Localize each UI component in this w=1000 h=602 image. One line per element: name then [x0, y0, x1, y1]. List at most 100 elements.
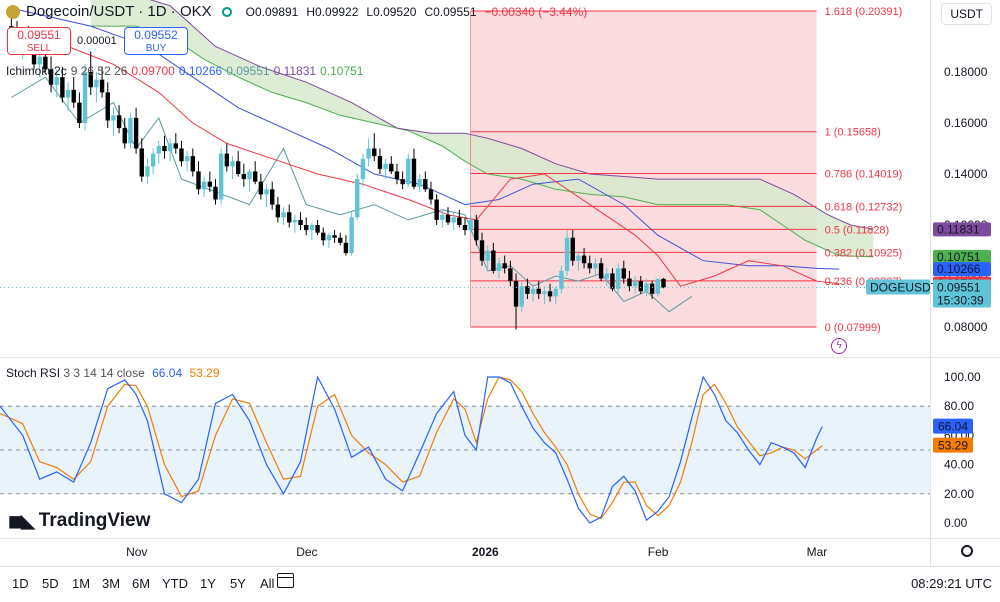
candle	[145, 158, 150, 185]
candle	[661, 278, 666, 289]
candle	[338, 232, 343, 246]
candle	[184, 151, 190, 172]
clock[interactable]: 08:29:21 UTC	[911, 576, 992, 591]
candle-body	[292, 219, 298, 223]
ichimoku-lagging-line	[11, 76, 693, 313]
candle-body	[77, 102, 82, 123]
candle-body	[281, 212, 286, 218]
sell-button[interactable]: 0.09551 SELL	[7, 27, 71, 55]
buy-button[interactable]: 0.09552 BUY	[124, 27, 188, 55]
symbol-legend[interactable]: Dogecoin/USDT · 1D · OKX O0.09891 H0.099…	[6, 3, 587, 20]
candle-body	[519, 286, 524, 307]
lightning-icon[interactable]: ϟ	[831, 338, 847, 354]
candle	[48, 56, 54, 93]
candle-body	[638, 281, 643, 292]
price-tick-label: 0.08000	[944, 320, 988, 334]
candle	[627, 270, 632, 292]
range-button-1m[interactable]: 1M	[72, 576, 91, 591]
range-button-5y[interactable]: 5Y	[230, 576, 246, 591]
candle-body	[479, 240, 485, 261]
ichimoku-cloud	[90, 0, 874, 257]
candle	[162, 135, 167, 159]
range-button-5d[interactable]: 5D	[42, 576, 59, 591]
candle-body	[264, 189, 269, 195]
range-button-6m[interactable]: 6M	[132, 576, 151, 591]
candle-body	[54, 77, 59, 85]
candle	[71, 77, 76, 108]
candle	[235, 151, 241, 177]
ichimoku-span-b	[149, 0, 874, 230]
candle-body	[372, 148, 377, 157]
symbol-tag	[866, 279, 930, 295]
candle-body	[298, 219, 303, 225]
candle-body	[304, 225, 309, 231]
range-button-3m[interactable]: 3M	[102, 576, 121, 591]
range-button-ytd[interactable]: YTD	[162, 576, 188, 591]
candle	[638, 276, 643, 294]
candle	[343, 235, 349, 256]
candle-body	[48, 69, 54, 85]
stoch-k-tag-text: 66.04	[938, 420, 968, 434]
candle	[400, 171, 405, 190]
candle-body	[88, 72, 93, 88]
candle-body	[287, 212, 292, 223]
candle	[383, 158, 388, 180]
candle-body	[417, 179, 422, 187]
range-button-all[interactable]: All	[260, 576, 275, 591]
candle-body	[71, 89, 76, 103]
candle	[394, 163, 400, 185]
currency-button[interactable]: USDT	[941, 3, 992, 25]
candle	[479, 232, 485, 266]
candle	[269, 181, 275, 210]
symbol-title[interactable]: Dogecoin/USDT · 1D · OKX	[26, 3, 212, 20]
candle	[275, 196, 281, 223]
candle-body	[377, 156, 383, 169]
range-button-1y[interactable]: 1Y	[200, 576, 216, 591]
range-button-1d[interactable]: 1D	[12, 576, 29, 591]
candle	[457, 209, 462, 228]
fib-label: 0.382 (0.10925)	[825, 247, 903, 259]
candle	[304, 217, 309, 236]
stoch-tick-label: 80.00	[944, 399, 974, 413]
candle-body	[564, 237, 570, 271]
candle-body	[99, 79, 105, 93]
candle	[564, 230, 570, 276]
market-open-icon	[221, 6, 232, 17]
candle-body	[576, 255, 581, 261]
ichimoku-v5: 0.10751	[320, 64, 364, 78]
candle	[632, 276, 638, 294]
calendar-icon[interactable]	[277, 573, 294, 588]
candle	[218, 148, 224, 205]
candle	[122, 117, 127, 149]
candle	[287, 204, 292, 228]
gear-icon[interactable]	[961, 545, 973, 557]
fib-label: 1 (0.15658)	[825, 127, 881, 139]
candle	[468, 214, 473, 233]
candle-body	[462, 225, 468, 231]
ichimoku-v2: 0.10266	[178, 64, 223, 78]
ichimoku-legend[interactable]: Ichimoku2c 9 26 52 26 0.09700 0.10266 0.0955…	[6, 64, 367, 78]
candle	[201, 176, 207, 197]
candle-body	[360, 158, 366, 180]
candle-body	[383, 163, 388, 169]
candle	[474, 214, 479, 246]
close-value: C0.09551	[424, 4, 477, 19]
candle	[536, 281, 541, 299]
indicator-price-tag	[933, 222, 991, 237]
tradingview-logo[interactable]: ◼◣ TradingView	[8, 510, 150, 532]
candle	[190, 148, 196, 177]
candle-body	[105, 92, 110, 121]
tradingview-logo-text: TradingView	[38, 510, 151, 531]
candle	[525, 278, 530, 299]
candle	[581, 247, 587, 269]
stoch-tick-label: 0.00	[944, 516, 968, 530]
candle-body	[332, 235, 337, 238]
time-tick-label: 2026	[472, 545, 499, 559]
candle	[196, 161, 201, 195]
symbol-tag-text: DOGEUSDT	[870, 280, 939, 294]
candle-body	[598, 263, 604, 279]
candle-body	[150, 153, 156, 167]
stoch-legend[interactable]: Stoch RSI 3 3 14 14 close 66.04 53.29	[6, 366, 220, 380]
